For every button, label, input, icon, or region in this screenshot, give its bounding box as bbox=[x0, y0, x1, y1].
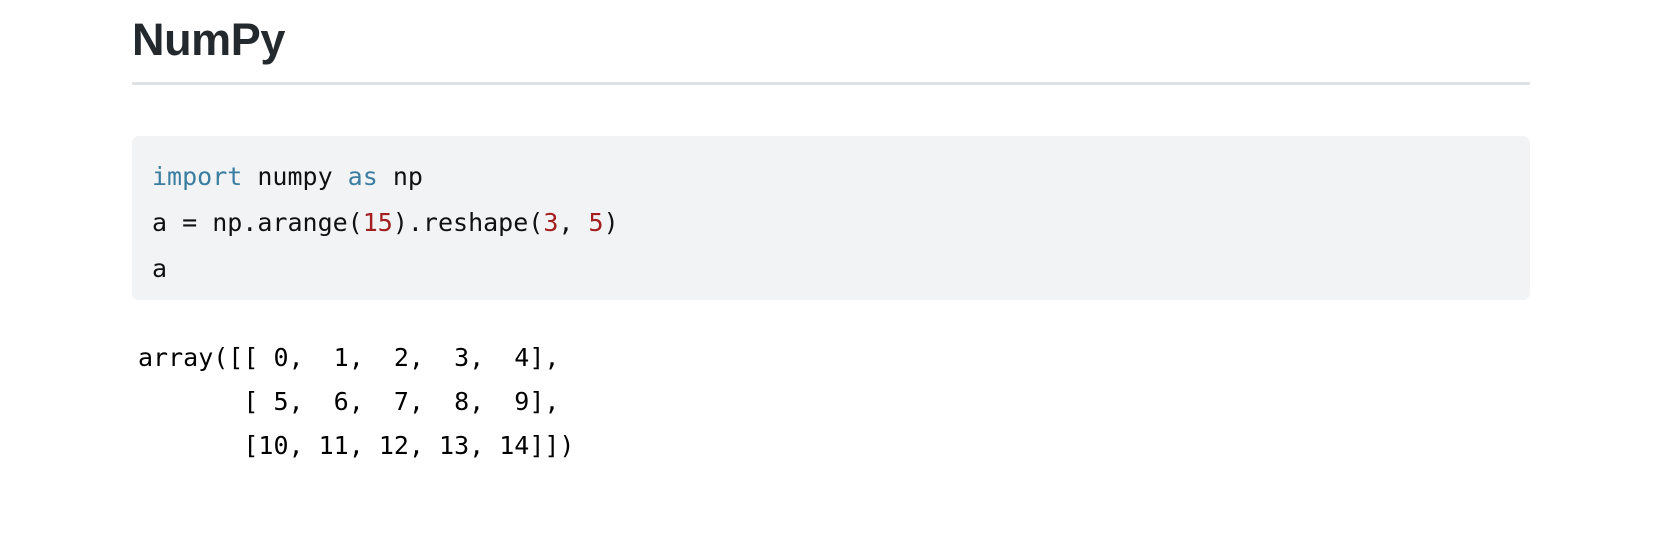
code-source[interactable]: import numpy as np a = np.arange(15).resh… bbox=[152, 154, 1530, 292]
code-line-1: import numpy as np bbox=[152, 154, 1530, 200]
number-3: 3 bbox=[543, 208, 559, 237]
number-5: 5 bbox=[588, 208, 604, 237]
page-title: NumPy bbox=[132, 14, 286, 65]
keyword-import: import bbox=[152, 162, 243, 191]
code-line-2: a = np.arange(15).reshape(3, 5) bbox=[152, 200, 1530, 246]
number-15: 15 bbox=[362, 208, 393, 237]
code-line-3: a bbox=[152, 246, 1530, 292]
code-reshape-call: ).reshape( bbox=[392, 208, 544, 237]
cell-output: array([[ 0, 1, 2, 3, 4], [ 5, 6, 7, 8, 9… bbox=[138, 336, 1536, 468]
title-divider bbox=[132, 82, 1530, 86]
code-assign-expr: a = np.arange( bbox=[152, 208, 363, 237]
output-text: array([[ 0, 1, 2, 3, 4], [ 5, 6, 7, 8, 9… bbox=[138, 336, 1536, 468]
output-line-3: [10, 11, 12, 13, 14]]) bbox=[138, 431, 575, 460]
output-line-2: [ 5, 6, 7, 8, 9], bbox=[138, 387, 560, 416]
code-comma: , bbox=[558, 208, 589, 237]
alias-np: np bbox=[377, 162, 423, 191]
module-numpy: numpy bbox=[242, 162, 348, 191]
code-cell[interactable]: import numpy as np a = np.arange(15).resh… bbox=[132, 136, 1530, 300]
output-line-1: array([[ 0, 1, 2, 3, 4], bbox=[138, 343, 560, 372]
variable-a: a bbox=[152, 254, 168, 283]
keyword-as: as bbox=[347, 162, 378, 191]
heading-block: NumPy bbox=[132, 12, 1530, 86]
code-close-paren: ) bbox=[603, 208, 619, 237]
